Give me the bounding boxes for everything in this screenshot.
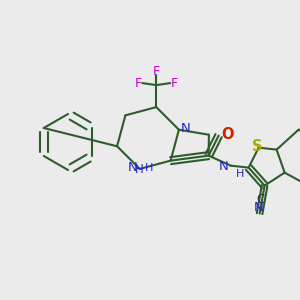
Text: F: F — [135, 76, 142, 90]
Text: N: N — [254, 201, 263, 214]
Text: H: H — [135, 164, 144, 176]
Text: O: O — [221, 127, 234, 142]
Text: N: N — [219, 160, 229, 173]
Text: N: N — [181, 122, 191, 135]
Text: H: H — [145, 163, 153, 173]
Text: F: F — [171, 76, 178, 90]
Text: C: C — [256, 193, 265, 206]
Text: S: S — [252, 139, 263, 154]
Text: N: N — [128, 161, 138, 174]
Text: F: F — [153, 64, 160, 78]
Text: H: H — [236, 169, 244, 178]
